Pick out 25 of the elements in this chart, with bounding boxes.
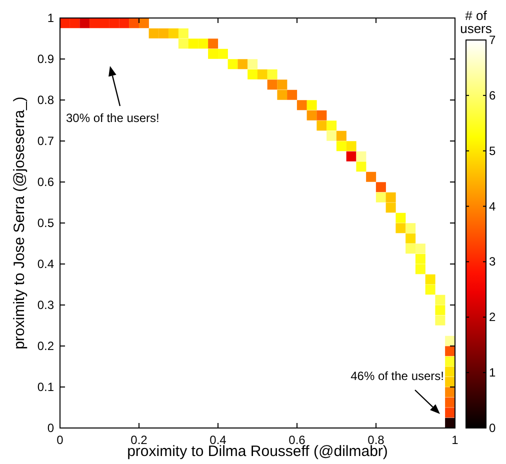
y-tick-label: 0.5 [37, 216, 54, 230]
annotation: 30% of the users! [66, 111, 160, 125]
y-axis-title: proximity to Jose Serra (@joseserra_) [11, 96, 28, 350]
y-tick-label: 1 [47, 11, 54, 25]
y-tick-label: 0.6 [37, 175, 54, 189]
color-bar-label: 7 [489, 33, 496, 47]
y-tick-label: 0.9 [37, 52, 54, 66]
x-tick-label: 0 [56, 433, 64, 447]
color-bar-label: 3 [489, 254, 496, 269]
color-bar-label: 0 [489, 421, 496, 435]
y-tick-label: 0.4 [37, 257, 54, 271]
y-tick-label: 0.2 [37, 339, 54, 353]
annotation: 46% of the users! [350, 369, 444, 383]
y-tick-label: 0.3 [37, 298, 54, 312]
x-tick-label: 1 [452, 433, 459, 447]
y-tick-label: 0.1 [37, 380, 54, 394]
color-bar-label: 6 [489, 88, 496, 102]
color-bar-label: 4 [489, 199, 496, 214]
y-tick-label: 0.8 [37, 93, 54, 107]
color-bar-label: 1 [489, 366, 496, 380]
y-tick-label: 0 [47, 421, 54, 435]
color-bar-label: 5 [489, 144, 496, 158]
color-bar-title: # of users [460, 8, 492, 36]
color-bar-label: 2 [489, 310, 496, 324]
y-tick-label: 0.7 [37, 134, 54, 148]
